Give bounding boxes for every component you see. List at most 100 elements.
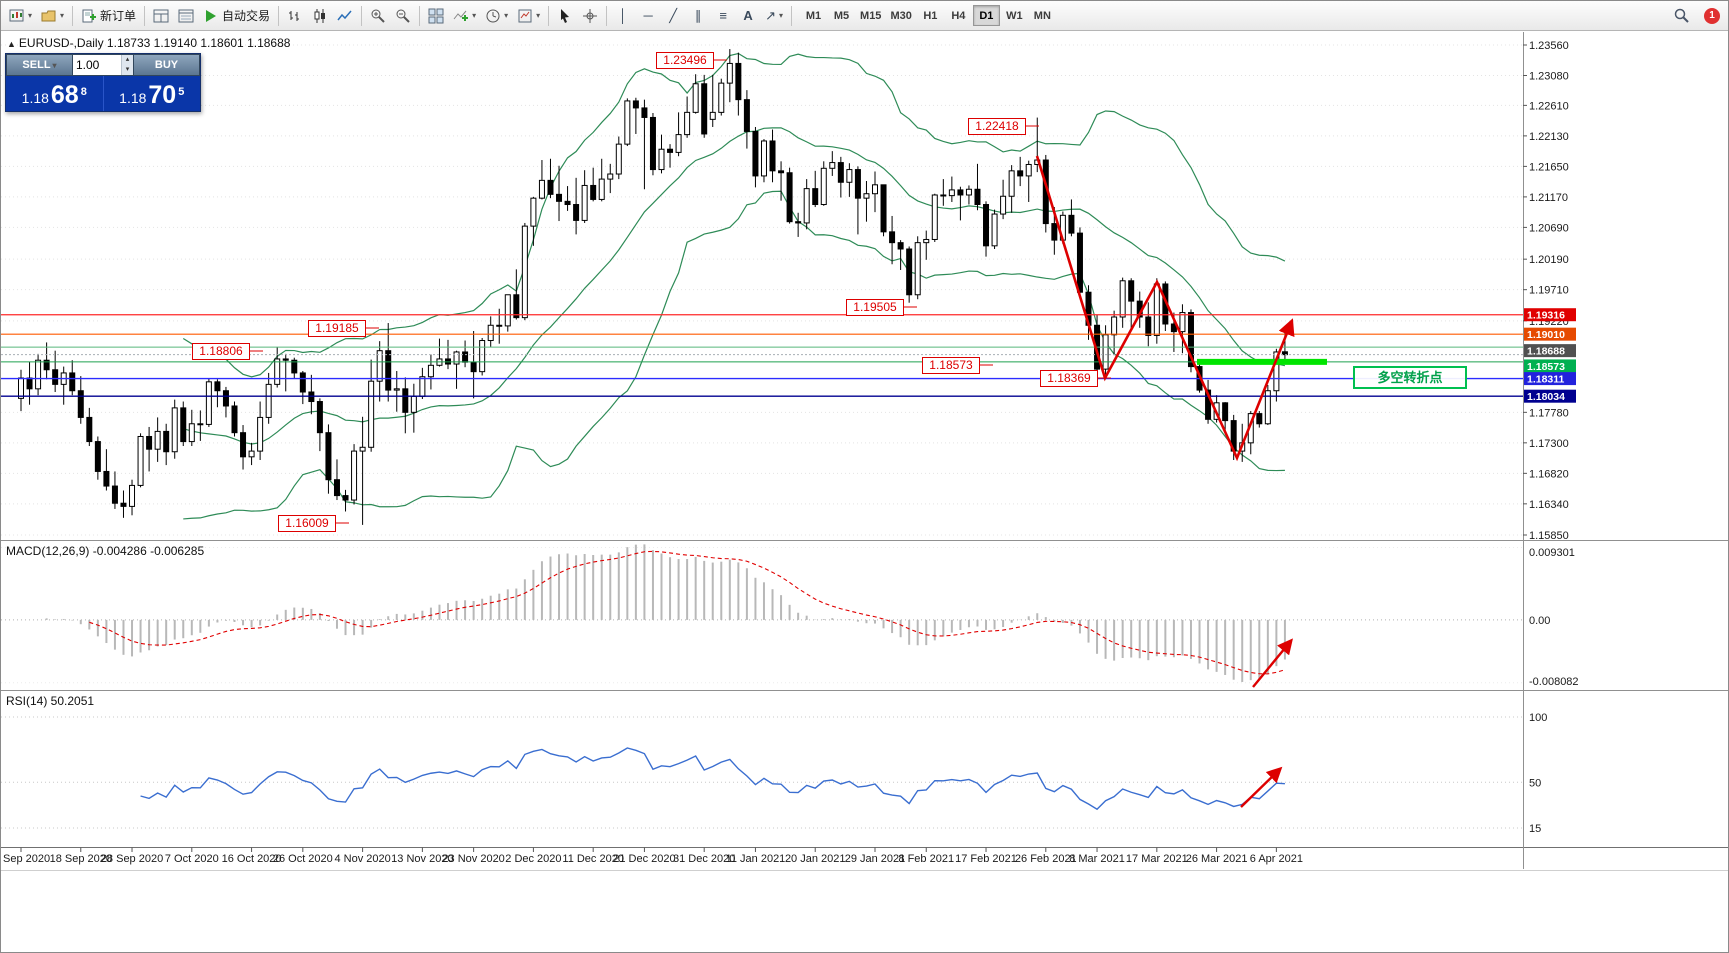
timeframe-m5-button[interactable]: M5	[828, 5, 855, 26]
macd-arrow[interactable]	[1252, 638, 1293, 688]
toolbar-separator	[72, 5, 74, 26]
price-annotation[interactable]: 1.19185	[308, 320, 366, 337]
periods-button[interactable]: ▾	[481, 4, 512, 28]
symbol-ohlc-text: EURUSD-,Daily 1.18733 1.19140 1.18601 1.…	[18, 36, 291, 50]
indicators-button[interactable]: ▾	[449, 4, 480, 28]
price-annotation[interactable]: 1.22418	[968, 118, 1026, 135]
macd-histogram	[45, 544, 1286, 682]
new-order-label: 新订单	[100, 9, 137, 23]
svg-text:7 Oct 2020: 7 Oct 2020	[165, 853, 219, 865]
price-annotation[interactable]: 1.16009	[278, 515, 336, 532]
svg-text:26 Mar 2021: 26 Mar 2021	[1186, 853, 1248, 865]
one-click-top-row: SELL▾ ▴ ▾ BUY	[6, 54, 200, 76]
macd-signal-line	[89, 550, 1286, 675]
toolbar-separator	[606, 5, 608, 26]
price-annotation[interactable]: 1.19505	[846, 299, 904, 316]
svg-text:21 Dec 2020: 21 Dec 2020	[613, 853, 675, 865]
price-annotation[interactable]: 1.18573	[922, 357, 980, 374]
volume-down-button[interactable]: ▾	[125, 66, 130, 73]
fibonacci-button[interactable]: ≡	[711, 4, 735, 28]
trendline-button[interactable]: ╱	[661, 4, 685, 28]
svg-text:1.23560: 1.23560	[1529, 40, 1569, 52]
zoom-out-button[interactable]	[391, 4, 415, 28]
sell-button[interactable]: SELL ▾	[6, 54, 73, 76]
timeframe-h4-button[interactable]: H4	[945, 5, 972, 26]
notification-badge[interactable]: 1	[1704, 7, 1720, 24]
turning-point-label[interactable]: 多空转折点	[1353, 366, 1467, 389]
price-annotation[interactable]: 1.23496	[656, 52, 714, 69]
svg-text:17 Mar 2021: 17 Mar 2021	[1126, 853, 1188, 865]
tile-windows-icon	[428, 8, 444, 23]
text-tool-button[interactable]: A	[736, 4, 760, 28]
new-order-button[interactable]: 新订单	[77, 4, 140, 28]
svg-text:23 Nov 2020: 23 Nov 2020	[442, 853, 504, 865]
rsi-arrow[interactable]	[1240, 766, 1283, 808]
svg-text:50: 50	[1529, 777, 1541, 789]
autotrade-label: 自动交易	[222, 9, 271, 23]
arrows-tool-button[interactable]: ↗ ▾	[761, 4, 787, 28]
tile-windows-button[interactable]	[424, 4, 448, 28]
timeframe-buttons: M1 M5 M15 M30 H1 H4 D1 W1 MN	[800, 5, 1056, 26]
svg-text:1.18311: 1.18311	[1527, 374, 1565, 386]
data-window-button[interactable]	[174, 4, 198, 28]
profiles-button[interactable]: ▾	[37, 4, 68, 28]
autotrade-button[interactable]: 自动交易	[199, 4, 274, 28]
search-button[interactable]	[1670, 4, 1694, 28]
svg-text:26 Oct 2020: 26 Oct 2020	[273, 853, 333, 865]
svg-text:8 Mar 2021: 8 Mar 2021	[1069, 853, 1125, 865]
timeframe-m1-button[interactable]: M1	[800, 5, 827, 26]
timeframe-m30-button[interactable]: M30	[886, 5, 915, 26]
svg-text:1.21650: 1.21650	[1529, 161, 1569, 173]
price-tag	[1524, 327, 1576, 341]
one-click-prices[interactable]: 1.18 68 8 1.18 70 5	[6, 76, 200, 111]
svg-text:11 Jan 2021: 11 Jan 2021	[726, 853, 786, 865]
toolbar-separator	[144, 5, 146, 26]
volume-input[interactable]	[73, 55, 121, 75]
buy-price[interactable]: 1.18 70 5	[104, 76, 201, 111]
svg-text:4 Nov 2020: 4 Nov 2020	[334, 853, 390, 865]
cursor-button[interactable]	[553, 4, 577, 28]
price-annotation[interactable]: 1.18369	[1040, 370, 1098, 387]
chart-ohlc-line: ▲ EURUSD-,Daily 1.18733 1.19140 1.18601 1…	[7, 36, 290, 50]
hline-icon: ─	[643, 8, 653, 23]
collapse-one-click-icon[interactable]: ▲	[7, 39, 16, 49]
trend-zigzag[interactable]	[1035, 155, 1295, 462]
zoom-in-button[interactable]	[366, 4, 390, 28]
svg-text:1.16820: 1.16820	[1529, 468, 1569, 480]
hline-button[interactable]: ─	[636, 4, 660, 28]
buy-button[interactable]: BUY	[133, 54, 200, 76]
market-watch-icon	[153, 9, 169, 22]
sell-price[interactable]: 1.18 68 8	[6, 76, 104, 111]
cursor-icon	[561, 8, 570, 23]
bollinger-band	[182, 52, 1286, 378]
data-window-icon	[178, 9, 194, 22]
timeframe-h1-button[interactable]: H1	[917, 5, 944, 26]
svg-text:8 Feb 2021: 8 Feb 2021	[898, 853, 954, 865]
svg-text:13 Nov 2020: 13 Nov 2020	[391, 853, 453, 865]
timeframe-m15-button[interactable]: M15	[856, 5, 885, 26]
new-chart-button[interactable]: ▾	[5, 4, 36, 28]
bar-chart-button[interactable]	[283, 4, 307, 28]
channel-button[interactable]: ∥	[686, 4, 710, 28]
zoom-in-icon	[371, 9, 385, 23]
crosshair-button[interactable]	[578, 4, 602, 28]
vline-button[interactable]: │	[611, 4, 635, 28]
toolbar-separator	[419, 5, 421, 26]
templates-button[interactable]: ▾	[513, 4, 544, 28]
timeframe-w1-button[interactable]: W1	[1001, 5, 1028, 26]
svg-text:1.22130: 1.22130	[1529, 131, 1569, 143]
sell-price-big: 68	[50, 81, 79, 109]
timeframe-d1-button[interactable]: D1	[972, 5, 1000, 26]
price-tag	[1524, 308, 1576, 322]
candle-chart-button[interactable]	[308, 4, 332, 28]
svg-text:1.18688: 1.18688	[1527, 346, 1565, 358]
market-watch-button[interactable]	[149, 4, 173, 28]
volume-up-button[interactable]: ▴	[125, 56, 130, 63]
toolbar-separator	[791, 5, 793, 26]
svg-text:1.21170: 1.21170	[1529, 192, 1568, 204]
line-chart-button[interactable]	[333, 4, 357, 28]
price-annotation[interactable]: 1.18806	[192, 343, 250, 360]
timeframe-mn-button[interactable]: MN	[1029, 5, 1056, 26]
